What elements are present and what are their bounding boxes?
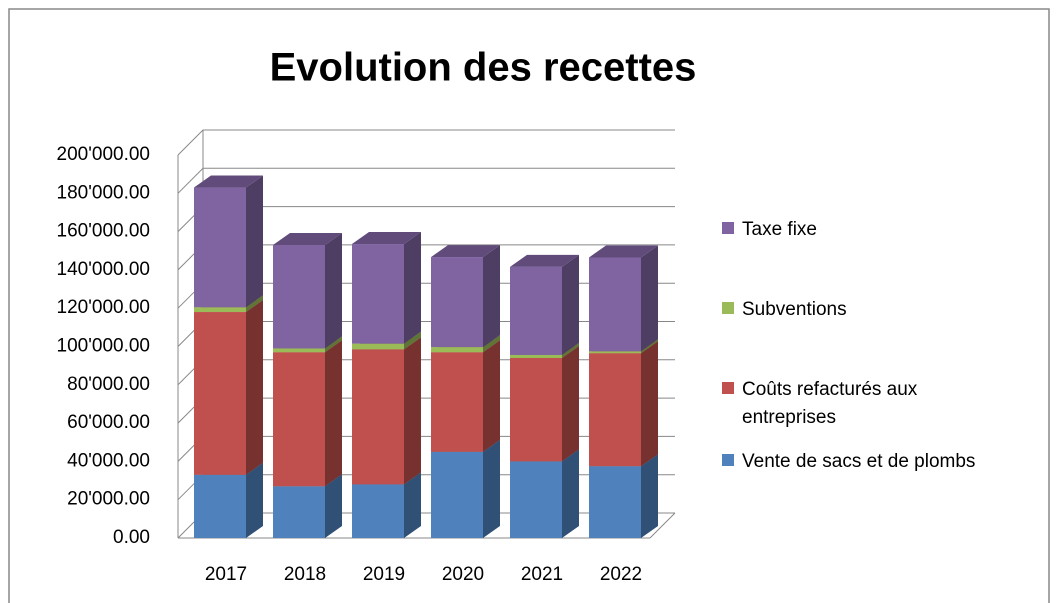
bar-top	[589, 245, 658, 258]
bar-side	[483, 439, 500, 538]
bar-side	[562, 342, 579, 358]
bar-side	[641, 454, 658, 538]
bar-side	[325, 336, 342, 353]
bar	[510, 354, 562, 358]
y-tick-label: 60'000.00	[67, 412, 150, 433]
bar	[273, 245, 325, 349]
bar	[589, 466, 641, 538]
bar	[510, 461, 562, 538]
bar	[273, 486, 325, 538]
legend-swatch	[722, 454, 734, 466]
y-tick-label: 100'000.00	[57, 336, 150, 357]
bar-top	[352, 232, 421, 245]
bar	[589, 353, 641, 467]
bar	[431, 257, 483, 348]
bar-side	[325, 233, 342, 349]
bar-side	[325, 340, 342, 487]
y-tick-label: 180'000.00	[57, 182, 150, 203]
bar	[431, 347, 483, 353]
y-tick-label: 80'000.00	[67, 374, 150, 395]
x-tick-label: 2022	[600, 564, 642, 585]
chart-title: Evolution des recettes	[270, 46, 697, 90]
bar-top	[431, 245, 500, 258]
y-tick-label: 160'000.00	[57, 221, 150, 242]
bar-side	[562, 254, 579, 355]
bar-side	[246, 295, 263, 313]
grid-line	[177, 167, 675, 194]
bar-side	[246, 175, 263, 308]
bar-side	[404, 232, 421, 344]
y-tick-label: 120'000.00	[57, 297, 150, 318]
x-tick-label: 2020	[442, 564, 484, 585]
bar	[273, 348, 325, 353]
bar-top	[510, 254, 579, 267]
bar	[194, 187, 246, 308]
bar	[273, 352, 325, 487]
bar-side	[641, 341, 658, 467]
grid-line	[177, 129, 675, 156]
legend-label: Subventions	[742, 299, 847, 320]
axis-floor	[649, 512, 676, 539]
legend-label: Vente de sacs et de plombs	[742, 451, 976, 472]
legend-entry: Vente de sacs et de plombs	[722, 448, 1012, 476]
x-tick-label: 2019	[363, 564, 405, 585]
bar	[589, 351, 641, 354]
legend-entry: Taxe fixe	[722, 216, 1012, 244]
y-tick-label: 20'000.00	[67, 489, 150, 510]
bar-side	[404, 337, 421, 485]
bar-side	[404, 331, 421, 350]
y-tick-label: 140'000.00	[57, 259, 150, 280]
bar	[431, 352, 483, 452]
bar	[510, 266, 562, 355]
y-tick-label: 200'000.00	[57, 144, 150, 165]
x-tick-label: 2021	[521, 564, 563, 585]
bar-side	[641, 245, 658, 352]
legend-label: Taxe fixe	[742, 219, 817, 240]
bar	[352, 343, 404, 350]
legend-swatch	[722, 382, 734, 394]
bar-side	[483, 245, 500, 348]
bar	[431, 451, 483, 538]
bar-side	[562, 345, 579, 462]
bar-side	[483, 335, 500, 353]
legend-label: Coûts refacturés aux entreprises	[742, 379, 918, 428]
x-tick-label: 2017	[205, 564, 247, 585]
bar-side	[246, 462, 263, 538]
bar	[352, 244, 404, 344]
legend-entry: Coûts refacturés aux entreprises	[722, 376, 1012, 432]
y-tick-label: 40'000.00	[67, 450, 150, 471]
bar-side	[562, 449, 579, 538]
bar	[589, 257, 641, 352]
bar	[194, 307, 246, 313]
y-tick-label: 0.00	[113, 527, 150, 548]
x-tick-label: 2018	[284, 564, 326, 585]
bar-side	[483, 340, 500, 452]
bar	[194, 474, 246, 538]
bar-side	[404, 472, 421, 538]
legend-swatch	[722, 222, 734, 234]
legend-entry: Subventions	[722, 296, 1012, 324]
bar-top	[273, 233, 342, 246]
bar	[352, 484, 404, 538]
bar-side	[325, 474, 342, 538]
bar-side	[246, 300, 263, 475]
bar-side	[641, 339, 658, 354]
bar	[510, 357, 562, 462]
bar	[194, 312, 246, 475]
legend-swatch	[722, 302, 734, 314]
bar	[352, 349, 404, 485]
bar-top	[194, 175, 263, 188]
